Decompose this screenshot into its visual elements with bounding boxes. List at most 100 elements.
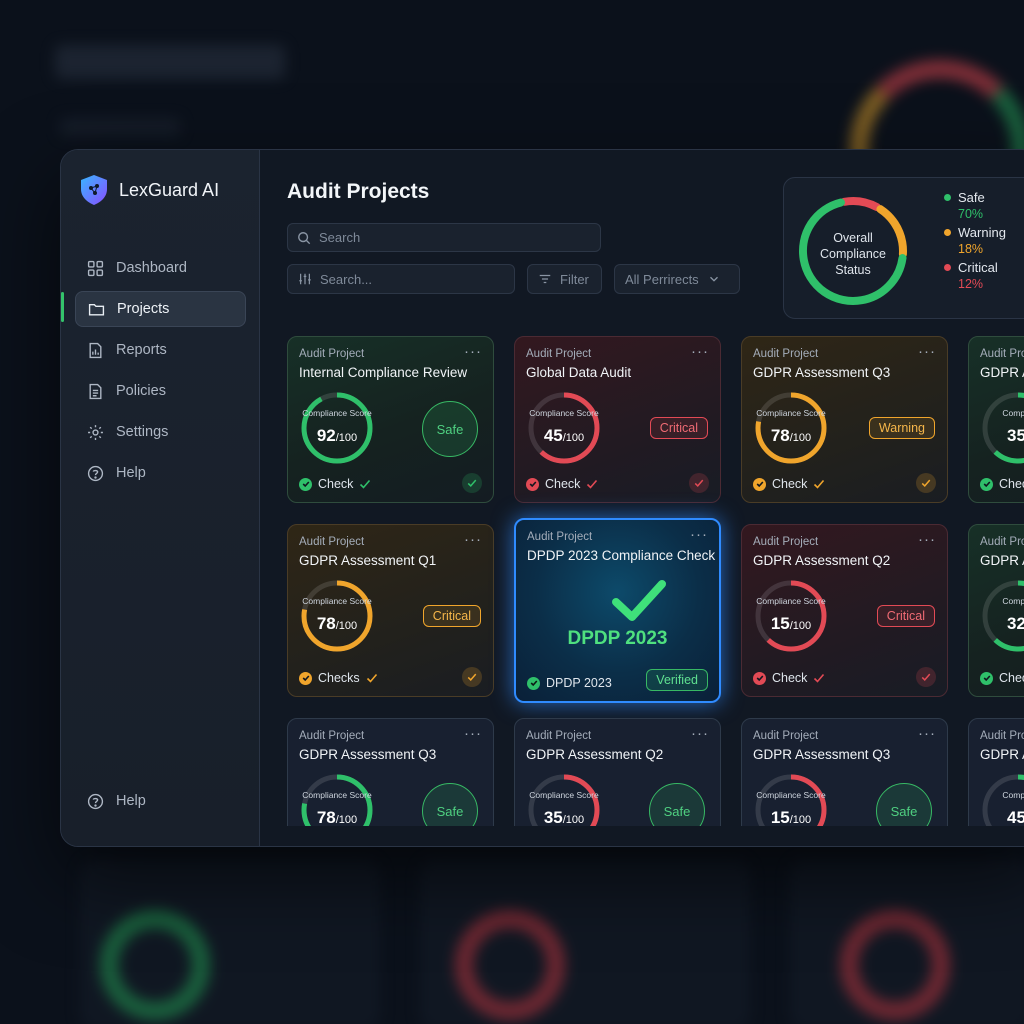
card-footer-label: Chec <box>999 671 1024 685</box>
filter-button[interactable]: Filter <box>527 264 602 294</box>
card-footer-label: Check <box>772 671 808 685</box>
more-options-icon[interactable]: ··· <box>691 343 709 360</box>
more-options-icon[interactable]: ··· <box>464 725 482 742</box>
filter-icon <box>539 274 551 284</box>
card-title: GDPR A <box>980 365 1024 380</box>
sidebar-help-bottom[interactable]: Help <box>75 783 246 819</box>
card-footer-label: Check <box>318 477 354 491</box>
card-kind: Audit Proj <box>980 730 1024 742</box>
project-card[interactable]: Audit Project ··· GDPR Assessment Q3 Compli… <box>741 718 948 838</box>
corner-check-icon[interactable] <box>462 473 482 493</box>
gear-icon <box>88 424 103 440</box>
sidebar-item-projects[interactable]: Projects <box>75 291 246 327</box>
card-footer-label: DPDP 2023 <box>546 676 612 690</box>
shield-logo-icon <box>81 175 107 205</box>
help-icon <box>87 465 104 481</box>
compliance-gauge <box>528 392 600 464</box>
corner-check-icon[interactable] <box>462 667 482 687</box>
app-name: LexGuard AI <box>119 179 220 200</box>
project-card[interactable]: Audit Project ··· GDPR Assessment Q3 Compli… <box>741 336 948 503</box>
card-title: GDPR A <box>980 553 1024 568</box>
sidebar-item-label: Settings <box>116 424 169 440</box>
more-options-icon[interactable]: ··· <box>464 531 482 548</box>
grid-icon <box>87 260 104 276</box>
folder-icon <box>88 303 105 316</box>
secondary-search-input[interactable]: Search... <box>287 264 515 294</box>
project-card[interactable]: Audit Project ··· GDPR Assessment Q1 Compli… <box>287 524 494 697</box>
search-input[interactable]: Search <box>287 223 601 252</box>
card-kind: Audit Project <box>299 730 365 742</box>
card-kind: Audit Project <box>299 536 365 548</box>
legend-item-warning: Warning 18% <box>944 225 1006 256</box>
page-title: Audit Projects <box>287 180 430 203</box>
project-card[interactable]: Audit Project ··· GDPR Assessment Q2 Compli… <box>741 524 948 697</box>
projects-select[interactable]: All Perrirects <box>614 264 740 294</box>
gauge-caption: Compliance Score <box>756 408 826 418</box>
project-card[interactable]: Audit Proj···GDPR AComplia32/Chec <box>968 524 1024 697</box>
check-icon <box>814 479 825 489</box>
check-circle-icon <box>527 676 540 690</box>
card-title: Global Data Audit <box>526 365 632 380</box>
more-options-icon[interactable]: ··· <box>691 725 709 742</box>
sidebar-item-dashboard[interactable]: Dashboard <box>75 250 246 286</box>
sidebar-item-label: Dashboard <box>116 260 187 276</box>
highlight-label: DPDP 2023 <box>567 628 668 649</box>
gauge-caption: Compliance Score <box>302 596 372 606</box>
project-card[interactable]: Audit Project ··· GDPR Assessment Q3 Compli… <box>287 718 494 838</box>
gauge-caption: Complia <box>1002 408 1024 418</box>
card-footer-status: Chec <box>980 671 1024 685</box>
sidebar-item-settings[interactable]: Settings <box>75 414 246 450</box>
gauge-caption: Compliance Score <box>756 790 826 800</box>
card-kind: Audit Project <box>753 730 819 742</box>
active-indicator <box>61 292 64 322</box>
card-footer-label: Check <box>772 477 808 491</box>
gauge-arc <box>755 580 827 652</box>
compliance-score: 92/100 <box>316 426 358 445</box>
sidebar-item-reports[interactable]: Reports <box>75 332 246 368</box>
compliance-score: 15/100 <box>770 808 812 827</box>
project-card[interactable]: Audit Project ··· Internal Compliance Revi… <box>287 336 494 503</box>
large-check-icon <box>612 580 666 621</box>
compliance-score: 78/100 <box>316 614 358 633</box>
legend-item-safe: Safe 70% <box>944 190 1006 221</box>
sidebar-item-help[interactable]: Help <box>75 455 246 491</box>
search-placeholder: Search... <box>320 271 373 287</box>
sidebar-item-label: Reports <box>116 342 167 358</box>
project-card[interactable]: Audit Proj···GDPR AComplia45/ <box>968 718 1024 838</box>
compliance-gauge <box>301 774 373 837</box>
card-kind: Audit Project <box>299 348 365 360</box>
gauge-caption: Compliance Score <box>756 596 826 606</box>
corner-check-icon[interactable] <box>916 473 936 493</box>
project-card[interactable]: Audit Project ··· GDPR Assessment Q2 Compli… <box>514 718 721 838</box>
gauge-arc <box>755 774 827 837</box>
more-options-icon[interactable]: ··· <box>918 725 936 742</box>
sidebar-item-policies[interactable]: Policies <box>75 373 246 409</box>
card-kind: Audit Project <box>753 536 819 548</box>
gauge-arc <box>301 580 373 652</box>
status-badge: Critical <box>422 605 481 627</box>
project-card[interactable]: Audit Proj···GDPR AComplia35/Chec <box>968 336 1024 503</box>
gauge-arc <box>755 392 827 464</box>
help-icon <box>87 793 104 809</box>
more-options-icon[interactable]: ··· <box>690 526 708 543</box>
check-circle-icon <box>753 477 766 491</box>
status-badge: Critical <box>649 417 708 439</box>
compliance-score: 15/100 <box>770 614 812 633</box>
project-card[interactable]: Audit Project ··· DPDP 2023 Compliance Che… <box>514 518 721 703</box>
card-footer-status: Check <box>753 477 825 491</box>
gauge-arc <box>528 392 600 464</box>
project-card[interactable]: Audit Project ··· Global Data Audit Complia… <box>514 336 721 503</box>
overall-status-donut <box>799 197 907 305</box>
brand[interactable]: LexGuard AI <box>79 174 219 206</box>
card-footer-status: DPDP 2023 <box>527 676 612 690</box>
compliance-score: 45/ <box>1007 808 1024 827</box>
check-circle-icon <box>980 671 993 685</box>
more-options-icon[interactable]: ··· <box>918 531 936 548</box>
corner-check-icon[interactable] <box>689 473 709 493</box>
gauge-arc <box>301 774 373 837</box>
more-options-icon[interactable]: ··· <box>918 343 936 360</box>
more-options-icon[interactable]: ··· <box>464 343 482 360</box>
legend-item-critical: Critical 12% <box>944 260 1006 291</box>
gauge-arc <box>982 580 1024 652</box>
corner-check-icon[interactable] <box>916 667 936 687</box>
